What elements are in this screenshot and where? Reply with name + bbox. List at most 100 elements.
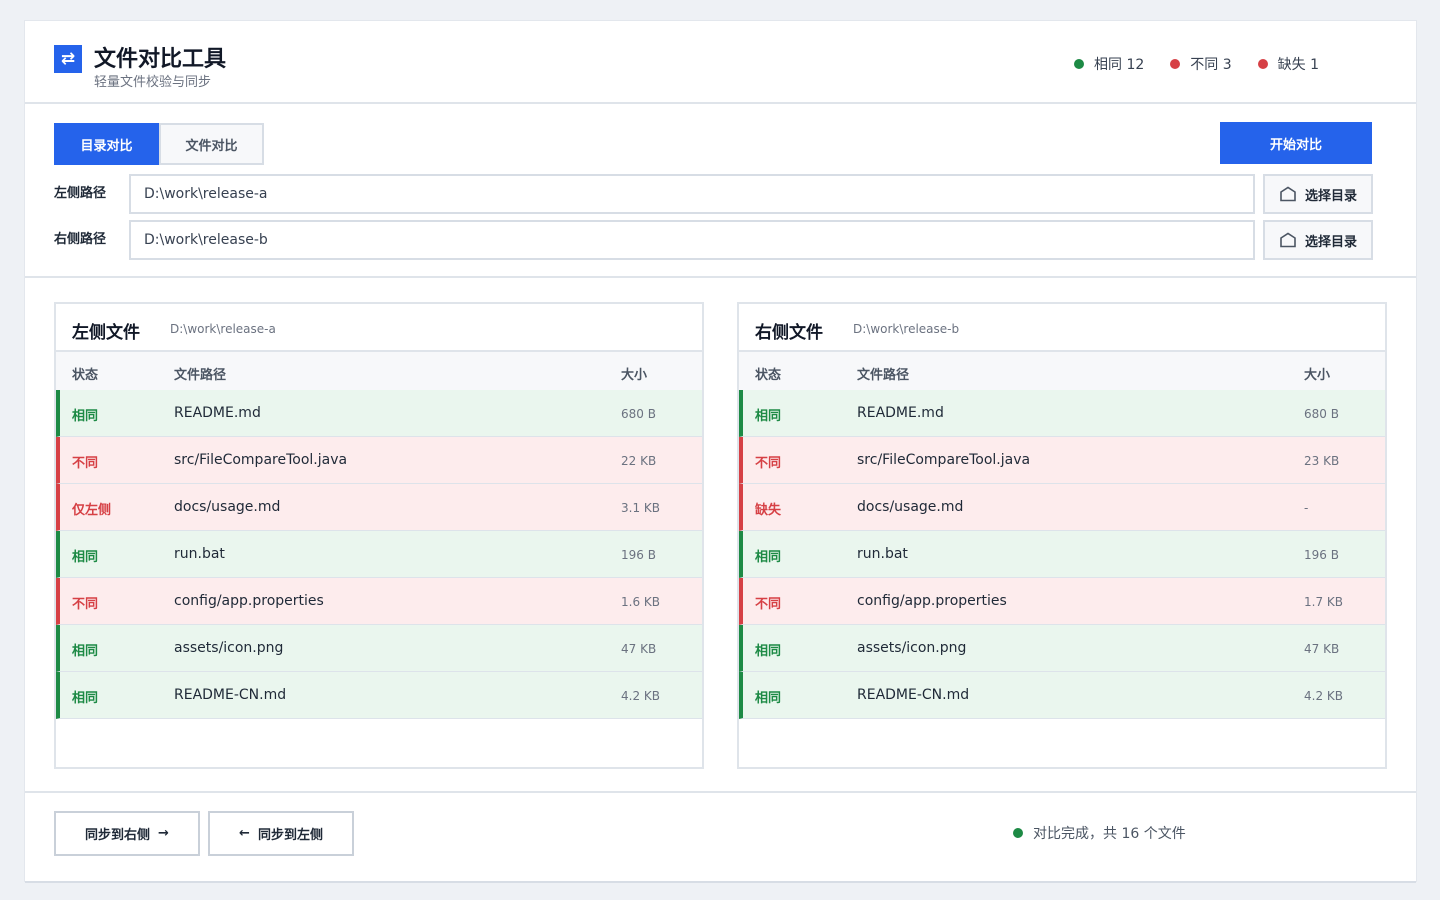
row-file-size: 47 KB [1304,642,1340,656]
table-row[interactable]: 相同 assets/icon.png 47 KB [739,625,1385,672]
table-row[interactable]: 相同 README-CN.md 4.2 KB [739,672,1385,719]
left-files-panel: 左侧文件 D:\work\release-a 状态 文件路径 大小 相同 READ… [54,302,704,769]
row-status: 相同 [72,550,99,565]
header: ⇄ 文件对比工具 轻量文件校验与同步 相同 12 不同 3 缺失 1 [25,21,1416,104]
sync-to-left-button[interactable]: ← 同步到左侧 [208,811,354,856]
row-file-size: 4.2 KB [1304,689,1343,703]
table-row[interactable]: 不同 config/app.properties 1.7 KB [739,578,1385,625]
row-file-size: 22 KB [621,454,657,468]
left-path-row: 左侧路径 D:\work\release-a 选择目录 [54,174,1374,214]
row-file-path: run.bat [857,546,908,562]
legend-same: 相同 12 [1074,54,1144,74]
row-file-path: docs/usage.md [174,499,281,515]
panel-header: 左侧文件 D:\work\release-a [56,304,702,352]
legend-label: 不同 3 [1190,57,1232,73]
panel-header: 右侧文件 D:\work\release-b [739,304,1385,352]
left-path-input[interactable]: D:\work\release-a [129,174,1255,214]
row-status: 相同 [72,644,99,659]
status-dot-icon [1013,828,1023,838]
col-status: 状态 [72,368,99,383]
panel-title: 右侧文件 [755,323,823,343]
right-path-label: 右侧路径 [54,232,107,247]
table-row[interactable]: 相同 README-CN.md 4.2 KB [56,672,702,719]
legend-diff: 不同 3 [1170,54,1232,74]
panel-path: D:\work\release-b [853,322,960,336]
row-file-path: run.bat [174,546,225,562]
folder-icon [1280,232,1296,248]
table-row[interactable]: 不同 config/app.properties 1.6 KB [56,578,702,625]
col-status: 状态 [755,368,782,383]
choose-directory-label: 选择目录 [1304,188,1357,204]
choose-right-directory-button[interactable]: 选择目录 [1263,220,1373,260]
start-compare-button[interactable]: 开始对比 [1220,122,1372,164]
row-status: 相同 [72,409,99,424]
row-file-path: docs/usage.md [857,499,964,515]
col-path: 文件路径 [857,368,910,383]
choose-directory-label: 选择目录 [1304,234,1357,250]
row-file-size: 47 KB [621,642,657,656]
row-file-path: src/FileCompareTool.java [174,452,348,468]
row-file-size: 4.2 KB [621,689,660,703]
col-path: 文件路径 [174,368,227,383]
row-file-path: README-CN.md [174,687,287,703]
table-row[interactable]: 相同 assets/icon.png 47 KB [56,625,702,672]
table-row[interactable]: 相同 run.bat 196 B [56,531,702,578]
table-row[interactable]: 相同 README.md 680 B [739,390,1385,437]
legend-label: 缺失 1 [1277,57,1319,73]
app-title: 文件对比工具 [94,47,227,72]
row-file-size: 196 B [1304,548,1339,562]
mode-tabs: 目录对比 文件对比 [54,123,264,165]
row-file-path: assets/icon.png [174,640,284,656]
row-file-path: assets/icon.png [857,640,967,656]
tab-file-compare[interactable]: 文件对比 [159,123,264,165]
sync-to-left-label: 同步到左侧 [257,828,323,843]
row-status: 相同 [72,691,99,706]
sync-to-right-button[interactable]: 同步到右侧 → [54,811,200,856]
choose-left-directory-button[interactable]: 选择目录 [1263,174,1373,214]
table-row[interactable]: 不同 src/FileCompareTool.java 23 KB [739,437,1385,484]
legend-label: 相同 12 [1094,57,1145,73]
row-file-path: config/app.properties [857,593,1007,609]
controls-section: 目录对比 文件对比 开始对比 左侧路径 D:\work\release-a 选择… [25,106,1416,278]
row-file-size: 680 B [621,407,656,421]
tab-directory-compare[interactable]: 目录对比 [54,123,159,165]
row-file-size: 3.1 KB [621,501,660,515]
row-file-path: config/app.properties [174,593,324,609]
row-status: 相同 [755,409,782,424]
row-file-size: - [1304,501,1309,515]
status-legend: 相同 12 不同 3 缺失 1 [1074,54,1319,74]
footer: 同步到右侧 → ← 同步到左侧 对比完成，共 16 个文件 [25,791,1416,881]
app-window: ⇄ 文件对比工具 轻量文件校验与同步 相同 12 不同 3 缺失 1 目录对比 … [25,21,1416,881]
right-files-panel: 右侧文件 D:\work\release-b 状态 文件路径 大小 相同 READ… [737,302,1387,769]
row-file-path: src/FileCompareTool.java [857,452,1031,468]
table-row[interactable]: 缺失 docs/usage.md - [739,484,1385,531]
row-status: 仅左侧 [72,503,112,518]
row-file-size: 196 B [621,548,656,562]
row-file-path: README.md [174,405,261,421]
table-row[interactable]: 仅左侧 docs/usage.md 3.1 KB [56,484,702,531]
folder-icon [1280,186,1296,202]
status-text: 对比完成，共 16 个文件 [1033,826,1186,842]
row-status: 不同 [755,597,782,612]
col-size: 大小 [621,368,648,383]
row-status: 不同 [72,456,99,471]
row-status: 相同 [755,691,782,706]
status-message: 对比完成，共 16 个文件 [1013,823,1186,843]
table-row[interactable]: 相同 README.md 680 B [56,390,702,437]
legend-missing: 缺失 1 [1257,54,1319,74]
table-header: 状态 文件路径 大小 [56,352,702,390]
col-size: 大小 [1304,368,1331,383]
row-status: 缺失 [755,503,782,518]
row-file-size: 680 B [1304,407,1339,421]
table-row[interactable]: 相同 run.bat 196 B [739,531,1385,578]
row-file-size: 1.7 KB [1304,595,1343,609]
legend-dot-icon [1170,59,1181,69]
row-status: 相同 [755,550,782,565]
table-row[interactable]: 不同 src/FileCompareTool.java 22 KB [56,437,702,484]
panel-path: D:\work\release-a [170,322,276,336]
left-file-list: 相同 README.md 680 B 不同 src/FileCompareTool.ja… [56,390,702,719]
right-path-input[interactable]: D:\work\release-b [129,220,1255,260]
arrow-right-icon: → [158,826,169,841]
swap-arrows-icon: ⇄ [54,45,82,73]
row-file-path: README-CN.md [857,687,970,703]
